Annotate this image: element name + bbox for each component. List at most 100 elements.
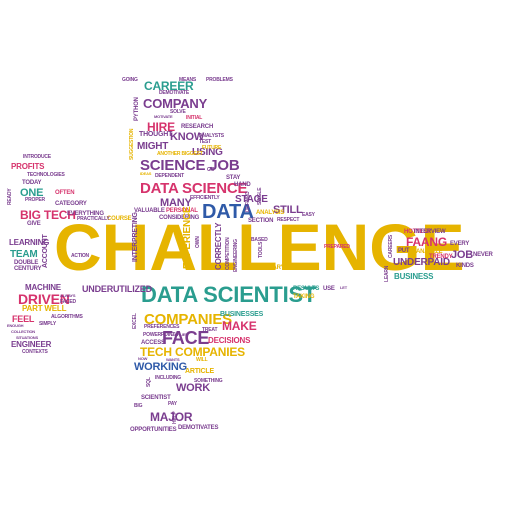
word-hottest: DEMOTIVATES — [178, 425, 219, 431]
word-proper: GIVE — [27, 221, 41, 227]
word-machine: MACHINE — [25, 283, 61, 292]
word-career: CAREER — [144, 79, 194, 93]
word-category: PROPER — [25, 197, 45, 203]
word-means: GOING — [122, 77, 138, 83]
word-collection: ENOUGH — [7, 323, 24, 328]
word-algorithms: ALWAYS — [60, 293, 76, 298]
word-stage: STAGE — [235, 194, 268, 205]
word-another-biggest: DEPENDENT — [155, 173, 185, 179]
word-valuable: IDEAS — [140, 171, 152, 176]
word-data-science: DATA SCIENCE — [140, 180, 248, 197]
word-including: WANTS — [166, 357, 180, 362]
word-every: PUT — [398, 248, 410, 254]
word-powerpoint: EXCEL — [132, 313, 138, 329]
word-prepared: INTERVIEW — [414, 229, 446, 235]
word-motivate: SOLVE — [170, 109, 186, 115]
word-tech-companies: TECH COMPANIES — [140, 345, 245, 359]
word-something: INCLUDING — [155, 375, 181, 381]
word-going: DEMOTIVATE — [159, 90, 190, 96]
word-hand: EASY — [302, 212, 315, 218]
word-contexts: SITUATIONS — [16, 335, 38, 340]
word-applied: POWERPOINT — [143, 332, 176, 338]
word-enough: SIMPLY — [39, 321, 56, 327]
word-excel: CONTEXTS — [22, 349, 48, 355]
word-team: TEAM — [10, 249, 38, 260]
word-faced: ACTION — [71, 253, 89, 259]
word-business: BUSINESS — [394, 272, 434, 281]
word-simply: ALGORITHMS — [51, 314, 83, 320]
word-know: KNOW — [170, 131, 205, 143]
word-one: ONE — [20, 187, 44, 199]
word-still: STILL — [273, 204, 303, 216]
word-help: PAY — [168, 401, 177, 407]
word-summary: PREPARED — [324, 244, 350, 250]
word-analyze: TRENDY — [429, 254, 453, 260]
word-science-job: SCIENCE JOB — [140, 157, 240, 174]
word-correctly: CORRECTLY — [214, 222, 223, 270]
word-faang: FAANG — [406, 235, 448, 249]
word-action: CENTURY — [14, 266, 42, 272]
word-working: WORKING — [134, 361, 187, 373]
word-efficiently: PERSONAL — [166, 208, 198, 214]
word-work: WORK — [176, 382, 211, 394]
word-personal: VALUABLE — [134, 208, 165, 214]
word-problems: MEANS — [179, 77, 197, 83]
word-part-well: PART WELL — [22, 304, 67, 313]
word-suggestion: PYTHON — [134, 97, 140, 121]
word-python: HELP — [172, 411, 178, 424]
word-underpaid: UNDERPAID — [393, 257, 450, 268]
word-often: CATEGORY — [55, 201, 87, 207]
word-future: ANALYSTS — [199, 133, 224, 139]
word-big: SQL — [146, 377, 152, 387]
word-trendy: KINDS — [456, 263, 474, 269]
word-data: DATA — [202, 201, 254, 223]
word-companies: COMPANIES — [144, 311, 232, 328]
word-put: HOTTEST — [404, 229, 431, 235]
word-considering: EFFICIENTLY — [190, 195, 220, 201]
word-demotivate: MOTIVATE — [154, 114, 173, 119]
word-feel: FEEL — [12, 314, 35, 324]
word-experience: INTERPRETING — [132, 212, 139, 262]
word-businesses: EXPERIENCE — [182, 206, 193, 269]
word-make: MAKE — [222, 319, 257, 333]
word-go: STAY — [226, 175, 241, 181]
word-respect: SECTION — [248, 218, 274, 224]
word-stay: HAND — [234, 182, 251, 188]
word-major: MAJOR — [150, 410, 193, 424]
word-interpreting: SUGGESTION — [129, 128, 135, 160]
word-careers: CAREERS — [388, 234, 394, 258]
word-initial: THOUGHT — [139, 131, 173, 138]
word-big-tech: BIG TECH — [20, 208, 76, 222]
word-defined: DEFINED — [245, 191, 251, 212]
word-interview: ANALYZE — [416, 249, 443, 255]
word-driven: DRIVEN — [18, 291, 70, 307]
word-will: ACCESS — [141, 340, 165, 346]
word-scientist: ARTICLE — [185, 368, 214, 375]
word-decisions: BUSINESSES — [220, 311, 264, 318]
word-treat: PREFERENCES — [144, 324, 180, 330]
word-opportunities: SCIENTIST — [141, 395, 171, 401]
word-let: USE — [323, 286, 335, 292]
word-pay: BIG — [134, 403, 143, 409]
word-never: EVERY — [450, 241, 470, 247]
word-double: ACCOUNT — [42, 234, 49, 268]
word-analysis: RESPECT — [277, 217, 300, 223]
word-job: JOB — [451, 249, 474, 261]
word-learn: LEARN — [384, 265, 390, 282]
word-many: MANY — [160, 197, 192, 209]
word-research: FUTURE — [202, 145, 222, 151]
word-article: DECISIONS — [208, 336, 251, 345]
word-preferences: APPLIED — [172, 332, 188, 337]
word-access: TREAT — [202, 327, 218, 333]
word-everything: PRACTICALLY — [77, 216, 110, 222]
word-using: USING — [192, 147, 223, 158]
word-engineering: ENGINEERING — [233, 239, 239, 272]
word-ready: INTRODUCE — [23, 154, 51, 160]
word-now: WILL — [196, 357, 208, 363]
word-wants: NOW — [138, 356, 148, 361]
word-kinds: NEVER — [473, 252, 493, 258]
word-sql: SOMETHING — [194, 378, 223, 384]
word-results: BASED — [251, 237, 268, 243]
word-practically: COURSE — [107, 216, 132, 222]
